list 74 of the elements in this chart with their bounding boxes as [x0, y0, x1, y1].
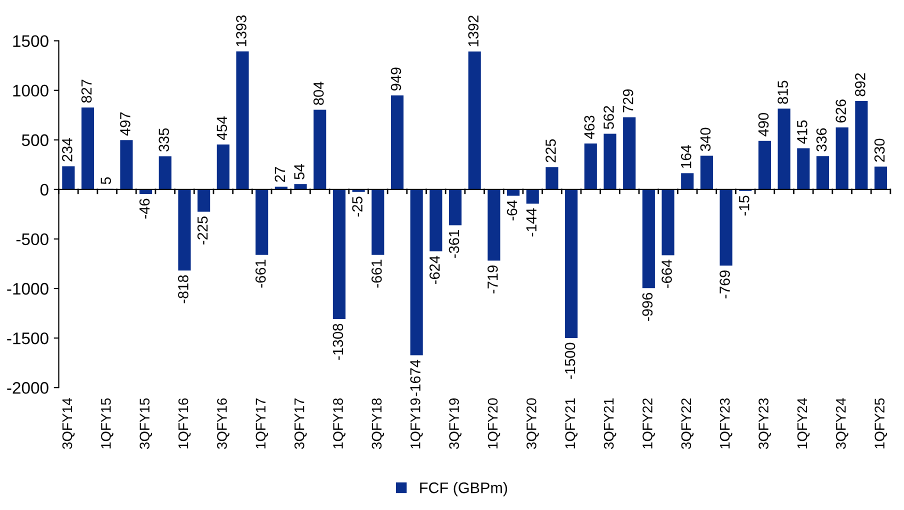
data-label: 54 — [294, 164, 304, 180]
data-label: 5 — [100, 177, 112, 184]
y-tick-label: 500 — [22, 134, 48, 146]
data-label: -46 — [139, 198, 150, 219]
data-label: -15 — [739, 196, 750, 216]
data-label: 454 — [216, 116, 228, 140]
x-tick-label: 3QFY23 — [758, 398, 771, 449]
x-tick-label: 3QFY24 — [836, 398, 848, 449]
data-label: -769 — [720, 270, 730, 298]
x-tick-label: 3QFY20 — [526, 398, 539, 449]
x-tick-label: 1QFY22 — [642, 398, 655, 448]
y-tick-label: -2000 — [7, 382, 48, 394]
data-label: 415 — [797, 120, 808, 144]
data-label: -361 — [448, 230, 460, 258]
x-tick-label: 1QFY17 — [256, 398, 268, 448]
data-label: -144 — [526, 208, 536, 236]
legend-label: FCF (GBPm) — [420, 482, 508, 496]
data-label: 626 — [836, 100, 846, 122]
x-tick-label: 3QFY16 — [217, 398, 230, 449]
data-label: -1674 — [410, 360, 420, 396]
data-label: 497 — [120, 112, 130, 136]
x-tick-label: 3QFY15 — [140, 398, 152, 449]
x-tick-label: 1QFY25 — [874, 398, 887, 448]
x-tick-label: 1QFY21 — [565, 398, 578, 448]
data-label: -661 — [371, 260, 382, 288]
y-tick-label: -500 — [16, 233, 48, 246]
x-tick-label: 3QFY22 — [681, 398, 694, 449]
data-label: 804 — [313, 82, 324, 105]
x-tick-label: 1QFY16 — [178, 398, 191, 448]
y-tick-label: -1500 — [7, 332, 48, 344]
data-label: 335 — [158, 128, 170, 152]
data-label: 463 — [584, 116, 595, 140]
x-tick-label: 1QFY23 — [720, 398, 732, 448]
x-tick-label: 1QFY15 — [101, 398, 114, 448]
data-label: 1393 — [236, 15, 246, 46]
data-label: 490 — [758, 112, 769, 136]
data-label: 27 — [274, 167, 285, 182]
data-label: -624 — [430, 256, 440, 284]
data-label: -1308 — [332, 324, 344, 360]
x-tick-label: 1QFY24 — [797, 398, 810, 448]
data-label: 225 — [546, 139, 556, 162]
x-tick-label: 3QFY14 — [62, 398, 75, 449]
x-tick-label: 3QFY18 — [372, 398, 384, 449]
x-tick-label: 3QFY17 — [294, 398, 307, 449]
data-label: -661 — [255, 260, 266, 288]
data-label: 164 — [680, 145, 692, 168]
x-tick-label: 1QFY19 — [410, 398, 423, 448]
y-tick-label: 0 — [40, 184, 48, 196]
data-label: 340 — [700, 128, 711, 152]
data-label: 1392 — [468, 16, 479, 46]
data-label: -64 — [506, 200, 518, 220]
data-label: -664 — [662, 260, 672, 288]
data-label: 949 — [390, 68, 402, 91]
data-label: 336 — [816, 128, 827, 152]
data-label: 892 — [855, 73, 866, 96]
data-label: -719 — [488, 266, 498, 294]
data-label: 562 — [604, 106, 614, 129]
x-tick-label: 3QFY21 — [604, 398, 616, 449]
y-tick-label: -1000 — [7, 282, 48, 295]
x-tick-label: 1QFY20 — [488, 398, 500, 448]
data-label: -225 — [197, 216, 208, 244]
y-tick-label: 1000 — [13, 84, 48, 97]
x-tick-label: 3QFY19 — [449, 398, 462, 449]
data-label: -818 — [178, 275, 188, 304]
data-label: 729 — [622, 89, 634, 112]
data-label: 815 — [778, 80, 788, 104]
data-label: 827 — [81, 80, 92, 103]
data-label: 234 — [62, 138, 72, 162]
data-label: -996 — [642, 292, 653, 321]
data-label: -1500 — [564, 342, 576, 379]
y-tick-label: 1500 — [13, 35, 48, 48]
data-label: 230 — [874, 138, 885, 162]
data-label: -25 — [352, 196, 362, 216]
x-tick-label: 1QFY18 — [333, 398, 346, 448]
